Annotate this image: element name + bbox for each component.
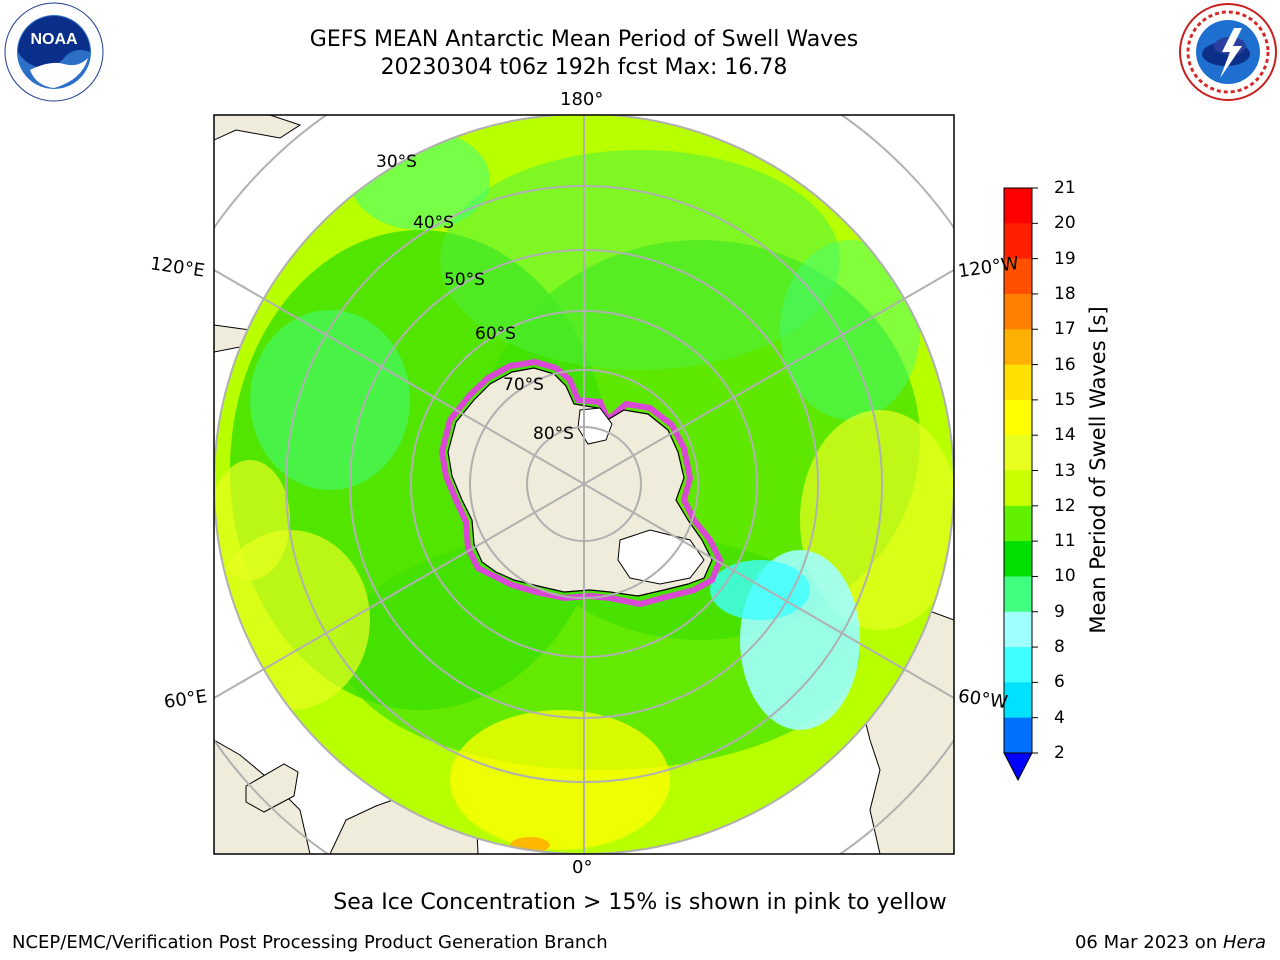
colorbar-segment xyxy=(1004,329,1032,366)
lon-label-top: 180° xyxy=(560,89,604,110)
colorbar-segment xyxy=(1004,399,1032,436)
colorbar-segment xyxy=(1004,470,1032,507)
colorbar-tick-label: 19 xyxy=(1054,248,1076,269)
colorbar-tick-label: 12 xyxy=(1054,495,1076,516)
colorbar-tick-label: 9 xyxy=(1054,601,1065,622)
colorbar-segment xyxy=(1004,647,1032,683)
nws-logo xyxy=(1179,3,1277,101)
colorbar-segment xyxy=(1004,223,1032,260)
colorbar-segment xyxy=(1004,717,1032,754)
lat-label-50s: 50°S xyxy=(444,270,485,290)
colorbar-tick-label: 2 xyxy=(1054,743,1065,763)
chart-title: GEFS MEAN Antarctic Mean Period of Swell… xyxy=(309,27,859,52)
colorbar-tick-label: 16 xyxy=(1054,354,1076,375)
colorbar-segment xyxy=(1004,435,1032,471)
graticule xyxy=(214,115,954,854)
colorbar-segment xyxy=(1004,611,1032,648)
sea-ice-note: Sea Ice Concentration > 15% is shown in … xyxy=(333,890,947,915)
colorbar-tick-label: 21 xyxy=(1054,178,1076,198)
colorbar-segment xyxy=(1004,293,1032,330)
colorbar-segment xyxy=(1004,541,1032,577)
map-area xyxy=(214,115,954,854)
credit-date: 06 Mar 2023 on Hera xyxy=(1075,932,1266,953)
colorbar-segment xyxy=(1004,188,1032,224)
colorbar-tick-label: 15 xyxy=(1054,389,1076,410)
colorbar-extend-min xyxy=(1003,752,1033,782)
lat-label-60s: 60°S xyxy=(475,324,516,344)
colorbar xyxy=(1003,187,1038,782)
lat-label-40s: 40°S xyxy=(413,213,454,233)
map-frame xyxy=(213,114,955,855)
colorbar-tick-label: 4 xyxy=(1054,707,1065,728)
colorbar-tick-label: 20 xyxy=(1054,213,1076,234)
colorbar-tick-label: 8 xyxy=(1054,637,1065,658)
colorbar-tick-label: 13 xyxy=(1054,460,1076,481)
noaa-logo-text: NOAA xyxy=(30,31,78,48)
lat-label-70s: 70°S xyxy=(503,375,544,395)
credit-machine: Hera xyxy=(1222,932,1266,953)
colorbar-tick-label: 17 xyxy=(1054,319,1076,340)
lon-label-bottom: 0° xyxy=(572,857,593,878)
credit-date-text: 06 Mar 2023 on xyxy=(1074,932,1223,953)
lat-label-30s: 30°S xyxy=(376,152,417,172)
colorbar-segment xyxy=(1004,682,1032,719)
colorbar-segment xyxy=(1004,576,1032,613)
colorbar-segment xyxy=(1004,258,1032,295)
colorbar-tick-label: 6 xyxy=(1054,672,1065,693)
chart-subtitle: 20230304 t06z 192h fcst Max: 16.78 xyxy=(380,55,788,80)
colorbar-tick-label: 14 xyxy=(1054,425,1076,446)
colorbar-segment xyxy=(1004,364,1032,401)
colorbar-segment xyxy=(1004,505,1032,542)
colorbar-tick-label: 18 xyxy=(1054,283,1076,304)
noaa-logo: NOAA xyxy=(4,2,104,102)
credit-branch: NCEP/EMC/Verification Post Processing Pr… xyxy=(12,932,608,953)
colorbar-label: Mean Period of Swell Waves [s] xyxy=(1086,306,1110,634)
lat-label-80s: 80°S xyxy=(533,424,574,444)
colorbar-tick-label: 10 xyxy=(1054,566,1076,587)
colorbar-tick-label: 11 xyxy=(1054,531,1076,552)
